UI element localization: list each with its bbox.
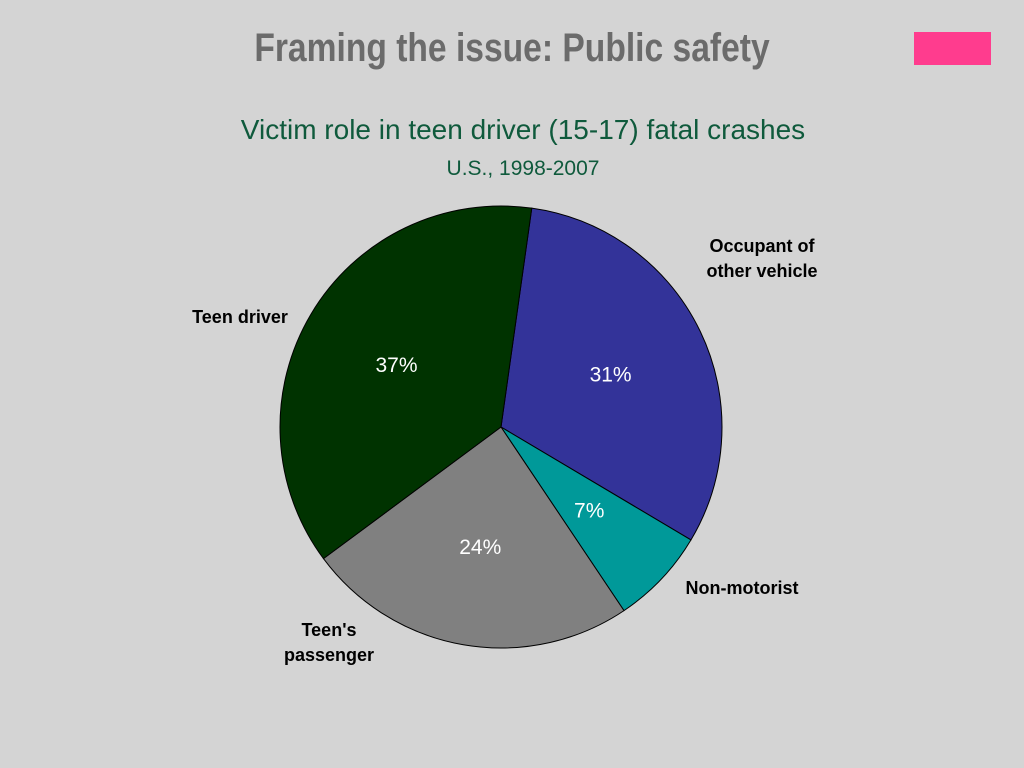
category-label-occupant-of-other-vehicle: Occupant of other vehicle — [706, 236, 817, 281]
slice-value-label-non-motorist: 7% — [574, 500, 604, 523]
slice-value-label-occupant-of-other-vehicle: 31% — [590, 363, 632, 386]
chart-title: Victim role in teen driver (15-17) fatal… — [240, 114, 806, 145]
category-label-non-motorist: Non-motorist — [686, 578, 799, 598]
chart-subtitle: U.S., 1998-2007 — [446, 157, 600, 180]
pie-slice-occupant-of-other-vehicle — [500, 207, 723, 541]
slice-value-label-teen-s-passenger: 24% — [459, 536, 501, 559]
pie-slice-teen-s-passenger — [322, 426, 625, 649]
category-label-teen-driver: Teen driver — [192, 307, 288, 327]
pie-slice-teen-driver — [279, 205, 533, 560]
slide-title: Framing the issue: Public safety — [254, 26, 770, 70]
slice-value-label-teen-driver: 37% — [375, 354, 417, 377]
accent-bar — [914, 32, 991, 65]
category-label-teen-s-passenger: Teen's passenger — [284, 620, 374, 665]
